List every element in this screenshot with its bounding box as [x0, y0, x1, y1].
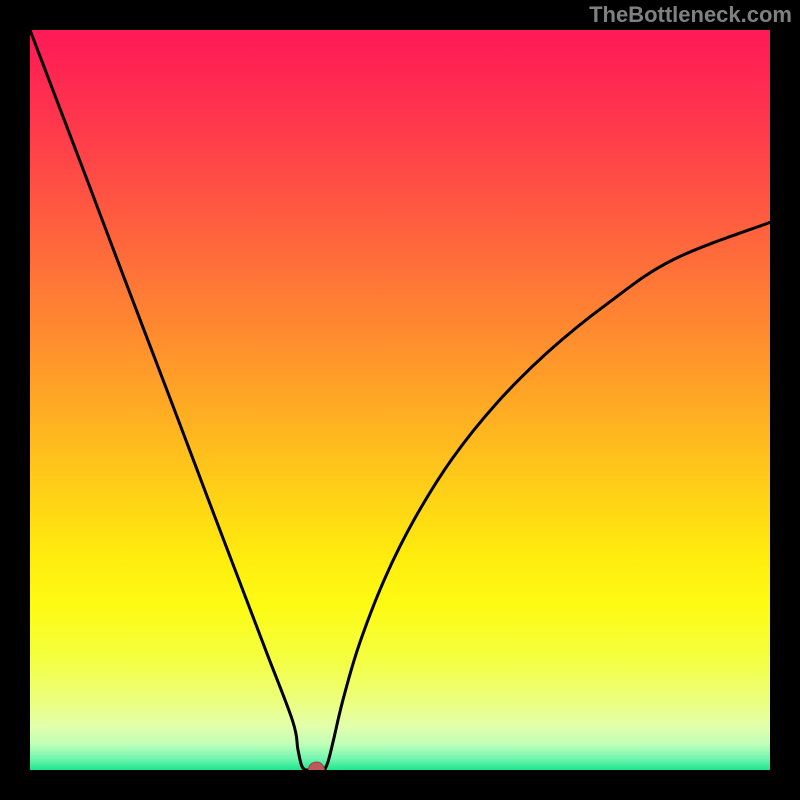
curve-layer [30, 30, 770, 770]
watermark-text: TheBottleneck.com [589, 2, 792, 28]
marker-dot [308, 762, 324, 770]
chart-canvas: TheBottleneck.com [0, 0, 800, 800]
plot-area [30, 30, 770, 770]
bottleneck-curve [30, 30, 770, 770]
